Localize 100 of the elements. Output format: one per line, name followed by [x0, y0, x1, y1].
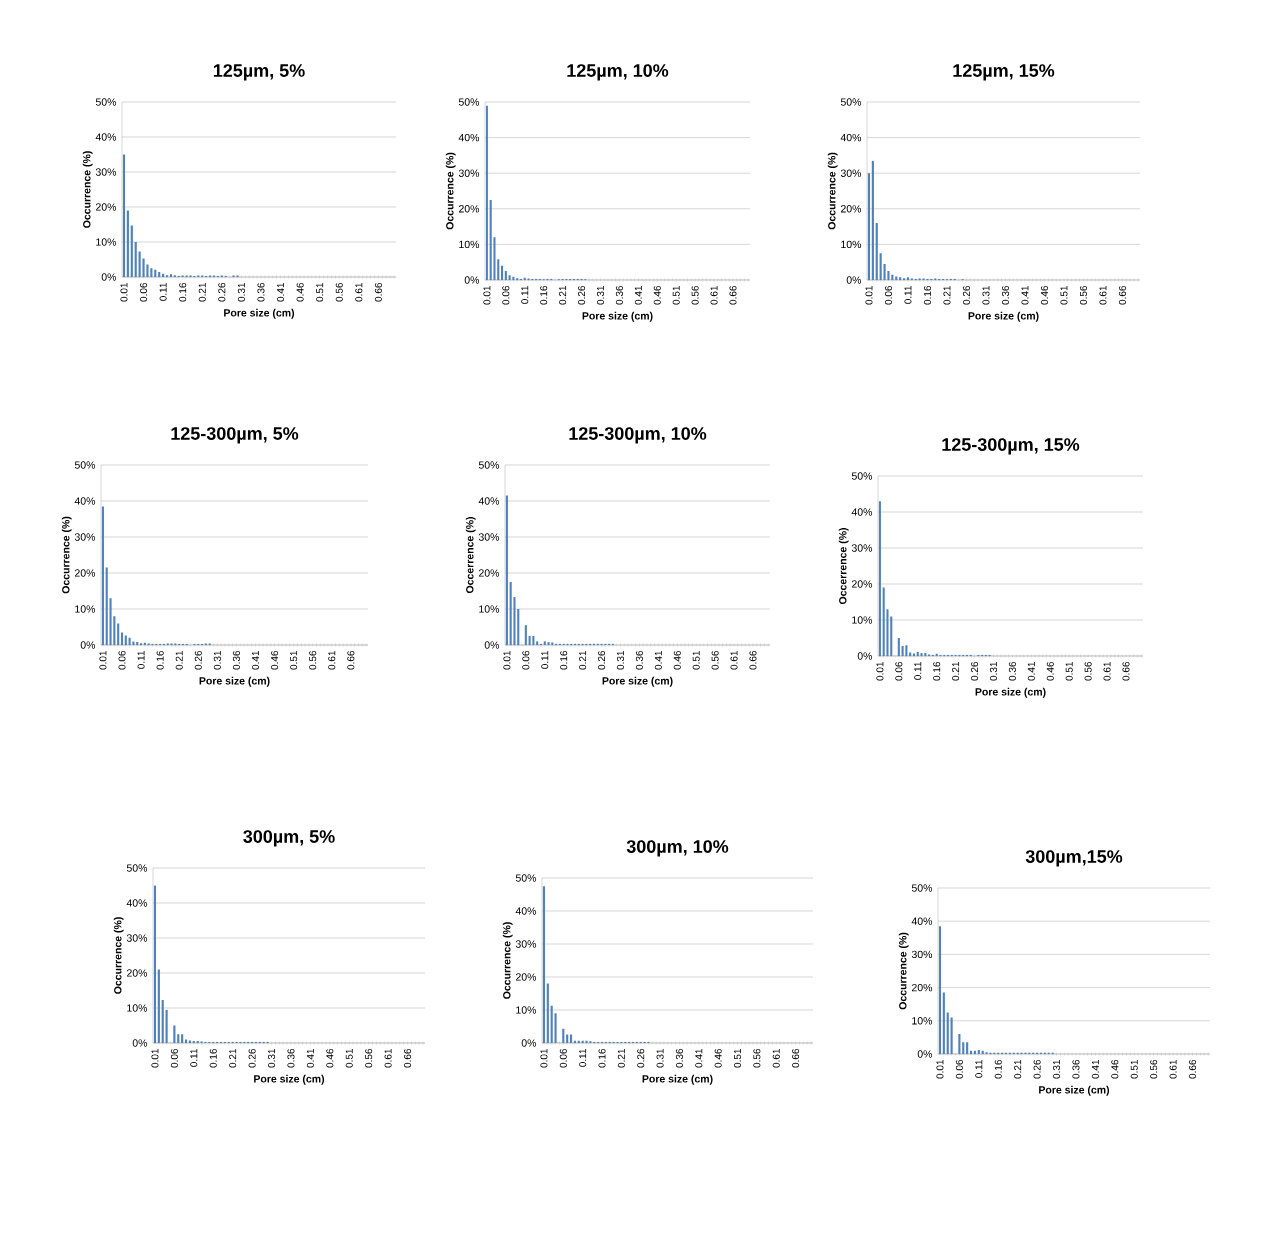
y-tick-label: 20% — [840, 205, 862, 213]
y-tick-label: 0% — [846, 276, 862, 284]
chart-title: 125µm, 15% — [953, 64, 1055, 81]
y-tick-label: 50% — [851, 472, 873, 480]
x-tick-label: 0.46 — [326, 1048, 334, 1068]
y-tick-label: 50% — [126, 864, 148, 872]
x-tick-label: 0.06 — [140, 282, 148, 302]
bar — [551, 642, 554, 645]
y-tick-label: 50% — [515, 874, 537, 882]
y-tick-label: 50% — [911, 884, 933, 892]
x-tick-label: 0.41 — [251, 651, 260, 670]
y-tick-label: 10% — [852, 616, 873, 624]
bar — [532, 635, 535, 645]
x-tick-label: 0.16 — [923, 285, 931, 305]
x-tick-label: 0.06 — [502, 285, 510, 305]
x-tick-label: 0.46 — [673, 650, 681, 670]
bar — [897, 637, 900, 656]
bar — [924, 653, 927, 656]
bar — [562, 1028, 565, 1043]
y-tick-label: 20% — [911, 983, 933, 992]
bar — [950, 1017, 953, 1054]
bar — [905, 645, 908, 656]
bar — [962, 1042, 965, 1054]
chart-title: 300µm, 5% — [243, 830, 335, 847]
x-tick-label: 0.36 — [675, 1048, 683, 1068]
x-tick-label: 0.56 — [711, 650, 719, 670]
x-tick-label: 0.56 — [335, 282, 343, 302]
x-tick-label: 0.36 — [635, 650, 643, 670]
x-tick-label: 0.01 — [540, 1049, 548, 1068]
x-tick-label: 0.31 — [237, 283, 245, 302]
x-tick-label: 0.66 — [374, 282, 382, 302]
y-tick-label: 30% — [74, 533, 96, 541]
x-tick-label: 0.36 — [1008, 661, 1016, 681]
x-tick-label: 0.16 — [209, 1048, 217, 1068]
bar — [871, 160, 874, 280]
bar — [134, 241, 137, 277]
y-tick-label: 50% — [95, 98, 117, 106]
y-tick-label: 40% — [911, 917, 933, 925]
x-tick-label: 0.46 — [1111, 1059, 1119, 1079]
x-tick-label: 0.21 — [943, 286, 951, 305]
bar — [177, 1034, 180, 1043]
x-tick-label: 0.21 — [559, 286, 567, 305]
bar — [938, 926, 942, 1054]
x-tick-label: 0.16 — [179, 282, 187, 302]
x-tick-label: 0.11 — [190, 1049, 198, 1067]
x-tick-label: 0.21 — [1014, 1060, 1022, 1079]
x-tick-label: 0.41 — [1021, 286, 1029, 305]
bar — [157, 969, 160, 1043]
x-axis-title: Pore size (cm) — [975, 687, 1046, 698]
bar — [126, 210, 129, 277]
x-tick-label: 0.31 — [656, 1049, 664, 1068]
bar — [153, 885, 157, 1043]
bar — [181, 1034, 184, 1043]
bar — [508, 275, 511, 280]
x-tick-label: 0.66 — [749, 650, 757, 670]
y-axis-title: Occurrence (%) — [445, 152, 456, 230]
y-tick-label: 40% — [74, 497, 96, 505]
y-tick-label: 10% — [75, 605, 96, 613]
x-tick-label: 0.21 — [229, 1049, 237, 1068]
x-tick-label: 0.46 — [1040, 285, 1048, 305]
y-tick-label: 10% — [96, 238, 117, 246]
bar — [485, 105, 488, 280]
x-tick-label: 0.26 — [248, 1048, 256, 1068]
bar — [150, 268, 153, 277]
bar — [101, 506, 104, 645]
chart-title: 300µm, 10% — [626, 840, 729, 857]
x-tick-label: 0.21 — [579, 651, 587, 670]
x-tick-label: 0.01 — [876, 662, 884, 681]
bar — [192, 1040, 195, 1043]
y-tick-label: 10% — [912, 1017, 933, 1025]
x-tick-label: 0.26 — [194, 650, 202, 670]
y-tick-label: 20% — [515, 973, 537, 981]
bar — [122, 154, 126, 277]
bar — [895, 276, 898, 280]
x-tick-label: 0.31 — [982, 286, 990, 305]
x-axis-title: Pore size (cm) — [254, 1074, 325, 1085]
x-tick-label: 0.46 — [271, 650, 279, 670]
x-tick-label: 0.21 — [175, 651, 183, 670]
x-tick-label: 0.16 — [540, 285, 548, 305]
y-tick-label: 40% — [840, 133, 862, 142]
y-axis-title: Occurrence (%) — [827, 152, 838, 230]
x-tick-label: 0.46 — [714, 1048, 722, 1068]
x-tick-label: 0.06 — [170, 1048, 178, 1068]
x-tick-label: 0.16 — [598, 1048, 606, 1068]
chart-title: 125µm, 10% — [567, 64, 669, 81]
y-axis-title: Occurrence (%) — [82, 151, 93, 228]
x-tick-label: 0.16 — [560, 650, 568, 670]
x-axis-title: Pore size (cm) — [199, 676, 270, 687]
y-axis-title: Occurrence (%) — [502, 922, 513, 999]
y-tick-label: 50% — [478, 461, 500, 469]
x-tick-label: 0.41 — [1027, 662, 1035, 681]
bar — [105, 567, 108, 645]
bar — [501, 265, 504, 280]
bar — [879, 253, 882, 280]
x-tick-label: 0.61 — [384, 1049, 392, 1068]
x-tick-label: 0.66 — [792, 1048, 800, 1068]
x-tick-label: 0.51 — [672, 286, 680, 305]
bar — [569, 1034, 573, 1043]
x-tick-label: 0.26 — [598, 650, 606, 670]
bar — [528, 635, 531, 645]
